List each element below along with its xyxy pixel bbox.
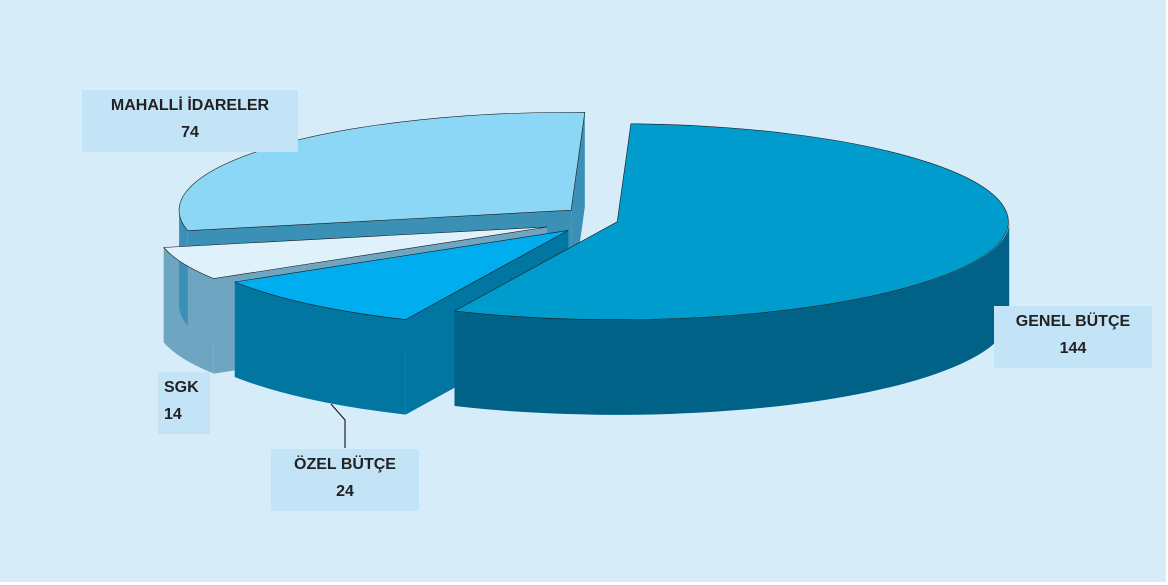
label-mahalli-idareler-value: 74: [181, 124, 199, 141]
label-genel-butce: GENEL BÜTÇE 144: [994, 306, 1152, 368]
label-ozel-butce-name: ÖZEL BÜTÇE: [294, 456, 396, 473]
label-sgk-name: SGK: [164, 379, 199, 396]
slice-wall-mahalli-idareler: [179, 210, 188, 326]
label-sgk: SGK 14: [158, 372, 210, 434]
slice-wall-genel-butce: [454, 221, 1010, 415]
label-sgk-value: 14: [164, 406, 182, 423]
label-mahalli-idareler-name: MAHALLİ İDARELER: [110, 97, 270, 114]
label-ozel-butce-value: 24: [336, 483, 354, 500]
slice-wall-sgk: [163, 247, 214, 374]
slice-ozel-butce: [233, 230, 569, 320]
slice-genel-butce: [453, 123, 1009, 321]
label-ozel-butce: ÖZEL BÜTÇE 24: [271, 449, 419, 511]
label-genel-butce-name: GENEL BÜTÇE: [1015, 313, 1131, 330]
label-mahalli-idareler: MAHALLİ İDARELER 74: [82, 90, 298, 152]
slice-sgk: [163, 226, 548, 279]
leader-line-ozel-butce: [330, 403, 346, 448]
slice-wall-ozel-butce: [234, 282, 406, 415]
label-genel-butce-value: 144: [1059, 340, 1087, 357]
